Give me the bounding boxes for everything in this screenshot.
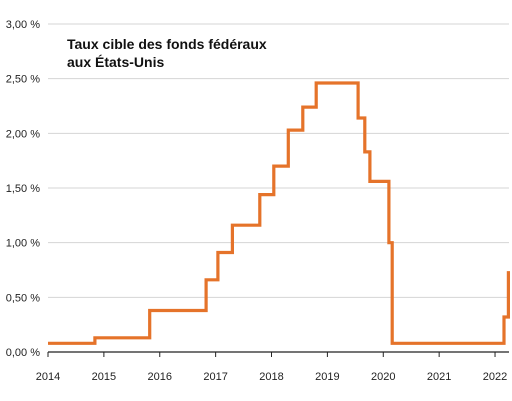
y-tick-label: 2,50 % xyxy=(6,74,40,86)
x-tick-label: 2016 xyxy=(148,371,172,383)
y-tick-label: 0,00 % xyxy=(6,347,40,359)
x-tick-label: 2021 xyxy=(427,371,451,383)
x-axis-labels: 2014 2015 2016 2017 2018 2019 2020 2021 2022 xyxy=(36,371,508,383)
x-tick-label: 2017 xyxy=(203,371,227,383)
x-tick-label: 2015 xyxy=(92,371,116,383)
y-axis-labels: 0,00 % 0,50 % 1,00 % 1,50 % 2,00 % 2,50 % 3,00… xyxy=(6,19,40,359)
x-tick-label: 2019 xyxy=(315,371,339,383)
y-tick-label: 0,50 % xyxy=(6,292,40,304)
chart-title-line-1: Taux cible des fonds fédéraux xyxy=(67,36,267,52)
y-tick-label: 3,00 % xyxy=(6,19,40,31)
y-tick-label: 1,50 % xyxy=(6,183,40,195)
x-tick-label: 2022 xyxy=(483,371,507,383)
series-layer xyxy=(48,81,510,345)
chart-title-line-2: aux États-Unis xyxy=(67,54,164,70)
x-tick-label: 2018 xyxy=(259,371,283,383)
x-tick-label: 2014 xyxy=(36,371,60,383)
rate-series-line xyxy=(48,81,510,345)
x-axis-ticks xyxy=(47,352,496,357)
y-tick-label: 2,00 % xyxy=(6,128,40,140)
grid-lines xyxy=(48,23,509,298)
x-tick-label: 2020 xyxy=(371,371,395,383)
y-tick-label: 1,00 % xyxy=(6,238,40,250)
